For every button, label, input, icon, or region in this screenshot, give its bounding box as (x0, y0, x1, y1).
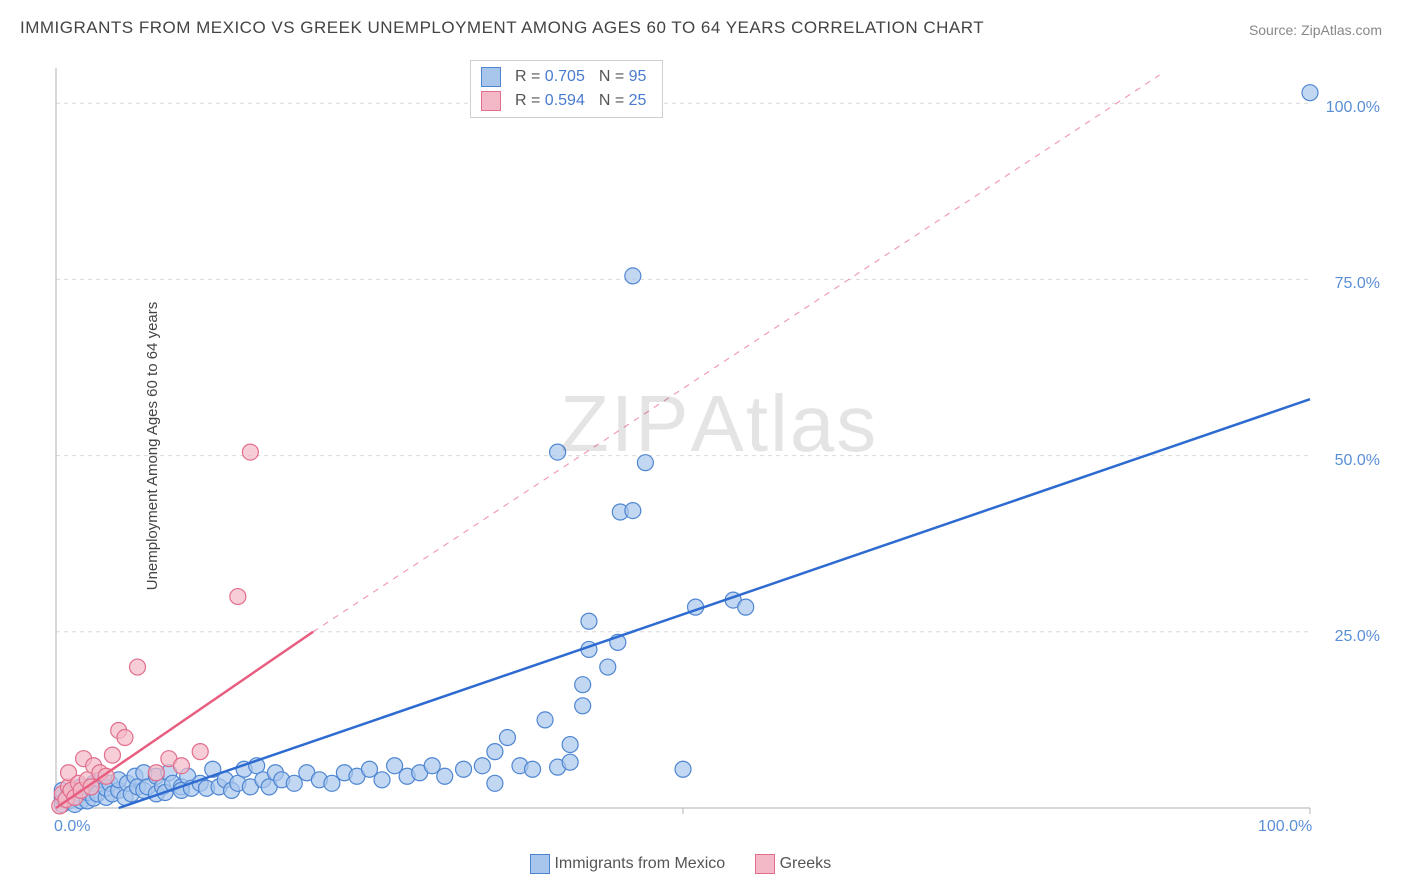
y-tick-label: 100.0% (1326, 99, 1380, 117)
legend-row: R = 0.705 N = 95 (477, 65, 656, 89)
n-value: 25 (629, 92, 647, 109)
y-tick-label: 75.0% (1335, 275, 1380, 293)
legend-swatch (481, 67, 501, 87)
legend-swatch (481, 91, 501, 111)
y-tick-label: 50.0% (1335, 452, 1380, 470)
source-attribution: Source: ZipAtlas.com (1249, 22, 1382, 38)
legend-swatch (530, 854, 550, 874)
chart-title: IMMIGRANTS FROM MEXICO VS GREEK UNEMPLOY… (20, 18, 984, 38)
chart-svg (50, 48, 1390, 838)
correlation-legend: R = 0.705 N = 95 R = 0.594 N = 25 (470, 60, 663, 118)
legend-label: Immigrants from Mexico (554, 855, 725, 872)
source-value: ZipAtlas.com (1301, 22, 1382, 38)
r-label: R = (515, 92, 540, 109)
x-tick-label: 100.0% (1258, 818, 1312, 836)
n-label: N = (599, 92, 624, 109)
n-label: N = (599, 68, 624, 85)
legend-row: R = 0.594 N = 25 (477, 89, 656, 113)
r-value: 0.594 (545, 92, 585, 109)
series-legend: Immigrants from Mexico Greeks (530, 854, 861, 874)
n-value: 95 (629, 68, 647, 85)
series-greeks (52, 444, 259, 814)
y-tick-label: 25.0% (1335, 628, 1380, 646)
r-value: 0.705 (545, 68, 585, 85)
x-tick-label: 0.0% (54, 818, 90, 836)
plot-area: R = 0.705N = 95R = 0.594N = 25 ZIPAtlas … (50, 48, 1390, 838)
legend-item: Immigrants from Mexico (530, 855, 725, 872)
legend-label: Greeks (780, 855, 832, 872)
source-label: Source: (1249, 22, 1297, 38)
r-label: R = (515, 68, 540, 85)
legend-swatch (755, 854, 775, 874)
legend-item: Greeks (755, 855, 831, 872)
